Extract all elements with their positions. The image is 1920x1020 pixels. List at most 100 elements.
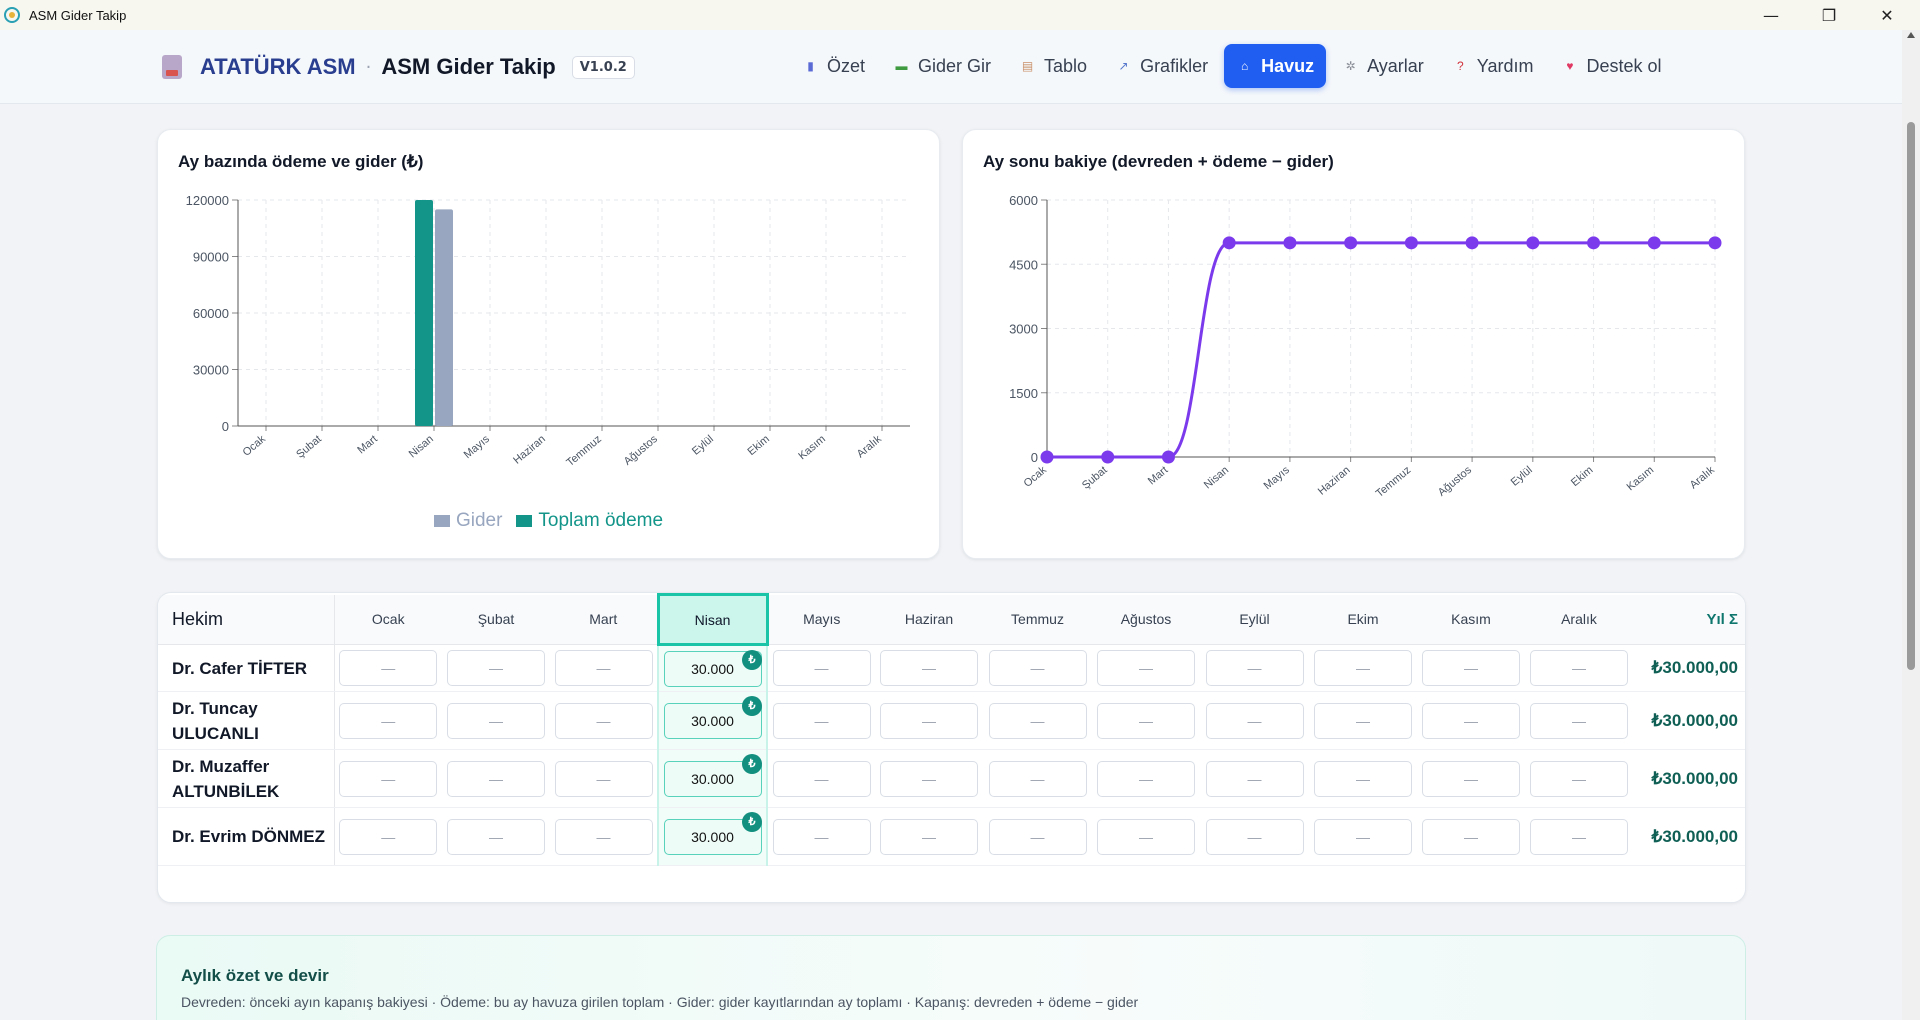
payment-input[interactable]: — (554, 702, 653, 739)
app-header: ATATÜRK ASM · ASM Gider Takip V1.0.2 ▮ Öz… (0, 30, 1902, 104)
payment-input[interactable]: — (447, 818, 545, 855)
payment-input[interactable]: — (447, 702, 545, 739)
payment-input[interactable]: — (339, 702, 438, 739)
payment-input[interactable]: — (447, 760, 545, 797)
nav-havuz[interactable]: ⌂ Havuz (1224, 44, 1327, 88)
month-cell: — (875, 644, 983, 692)
month-cell: — (1309, 807, 1417, 866)
chart-title: Ay sonu bakiye (devreden + ödeme − gider… (983, 152, 1334, 171)
payment-input[interactable]: — (988, 702, 1087, 739)
legend-swatch (516, 515, 533, 527)
payment-input[interactable]: — (1097, 818, 1195, 855)
month-cell: — (983, 749, 1092, 808)
payment-input[interactable]: — (1205, 760, 1304, 797)
payment-input[interactable]: — (1530, 760, 1628, 797)
payment-input[interactable]: — (880, 818, 978, 855)
x-tick-label: Ocak (1022, 464, 1050, 490)
nav-ayarlar[interactable]: ✲ Ayarlar (1330, 44, 1436, 88)
payment-input[interactable]: — (1205, 818, 1304, 855)
minimize-button[interactable]: — (1763, 5, 1779, 25)
payment-input[interactable]: — (1205, 702, 1304, 739)
payment-input[interactable]: — (1097, 650, 1195, 686)
payment-input[interactable]: — (447, 650, 545, 686)
payment-input[interactable]: — (1314, 650, 1412, 686)
payment-input[interactable]: — (1422, 650, 1520, 686)
scrollbar-thumb[interactable] (1907, 122, 1915, 670)
window-title: ASM Gider Takip (29, 7, 127, 23)
nav-yardım[interactable]: ? Yardım (1440, 44, 1546, 88)
maximize-button[interactable]: ❐ (1821, 5, 1837, 25)
nav-grafikler[interactable]: ↗ Grafikler (1103, 44, 1220, 88)
payment-input[interactable]: — (1097, 760, 1195, 797)
payment-input[interactable]: — (1530, 818, 1628, 855)
payment-input[interactable]: — (1530, 702, 1628, 739)
payment-input[interactable]: — (1422, 818, 1520, 855)
month-cell: — (767, 807, 875, 866)
payment-input[interactable]: — (772, 702, 871, 739)
payment-input[interactable]: — (1314, 818, 1412, 855)
payment-input[interactable]: — (1205, 650, 1304, 686)
month-cell: — (1417, 807, 1525, 866)
close-button[interactable]: ✕ (1880, 5, 1894, 25)
data-point (1465, 236, 1479, 250)
data-point (1526, 236, 1540, 250)
balance-chart-card: Ay sonu bakiye (devreden + ödeme − gider… (962, 129, 1745, 559)
legend-label: Gider (455, 510, 503, 531)
money-icon: ▬ (895, 58, 908, 73)
payment-input[interactable]: — (772, 760, 871, 797)
data-point (1404, 236, 1418, 250)
nav-label: Grafikler (1140, 55, 1209, 76)
month-cell: — (1525, 749, 1633, 808)
payment-input[interactable]: — (339, 650, 438, 686)
payment-input[interactable]: — (1314, 760, 1412, 797)
x-tick-label: Ağustos (622, 433, 661, 468)
payment-input[interactable]: — (772, 818, 871, 855)
payment-input[interactable]: — (880, 702, 978, 739)
nav-destek-ol[interactable]: ♥ Destek ol (1549, 44, 1673, 88)
payment-input[interactable]: — (1422, 760, 1520, 797)
nav-özet[interactable]: ▮ Özet (790, 44, 877, 88)
payment-input[interactable]: — (988, 650, 1087, 686)
bar-chart: 0 30000 60000 90000 120000 Ocak Şubat Mart Nisan… (186, 193, 910, 469)
payment-input[interactable]: — (1530, 650, 1628, 686)
payment-input[interactable]: — (772, 650, 871, 686)
nav-tablo[interactable]: ▤ Tablo (1007, 44, 1099, 88)
column-header-month: Ekim (1309, 594, 1417, 645)
payment-input[interactable]: — (1314, 702, 1412, 739)
legend-item-toplam-odeme[interactable]: Toplam ödeme (516, 510, 663, 532)
nav-gider-gir[interactable]: ▬ Gider Gir (881, 44, 1003, 88)
legend-item-gider[interactable]: Gider (433, 510, 503, 532)
y-tick-label: 6000 (1009, 193, 1038, 208)
payment-input[interactable]: — (1097, 702, 1195, 739)
payment-input[interactable]: — (554, 650, 653, 686)
payment-input[interactable]: — (880, 650, 978, 686)
y-tick-label: 1500 (1009, 386, 1038, 401)
payment-input[interactable]: — (554, 818, 653, 855)
legend-label: Toplam ödeme (538, 510, 664, 531)
column-header-month: Haziran (875, 594, 983, 645)
app-icon (4, 7, 20, 23)
data-point (1040, 450, 1054, 464)
payment-input[interactable]: — (554, 760, 653, 797)
line-chart: 0 1500 3000 4500 6000 Ocak Şubat Mart Nisan Mayıs… (1009, 193, 1722, 500)
payment-input[interactable]: — (339, 818, 438, 855)
x-tick-label: Şubat (1080, 464, 1110, 492)
month-cell: — (767, 691, 875, 750)
vertical-scrollbar[interactable] (1902, 30, 1920, 1020)
payment-input[interactable]: — (880, 760, 978, 797)
version-badge: V1.0.2 (571, 55, 635, 79)
month-cell: — (767, 644, 875, 692)
month-cell: — (875, 691, 983, 750)
payment-input[interactable]: — (988, 818, 1087, 855)
scroll-up-arrow-icon[interactable] (1907, 32, 1915, 38)
y-tick-label: 3000 (1009, 322, 1038, 337)
chart-title: Ay bazında ödeme ve gider (₺) (178, 152, 424, 171)
month-cell: 30.000 ₺ (657, 691, 768, 750)
payment-input[interactable]: — (1422, 702, 1520, 739)
data-point (1647, 236, 1661, 250)
year-total: ₺30.000,00 (1633, 644, 1745, 692)
y-tick-label: 90000 (193, 250, 229, 265)
payment-input[interactable]: — (988, 760, 1087, 797)
payment-input[interactable]: — (339, 760, 438, 797)
x-tick-label: Temmuz (1374, 464, 1414, 500)
